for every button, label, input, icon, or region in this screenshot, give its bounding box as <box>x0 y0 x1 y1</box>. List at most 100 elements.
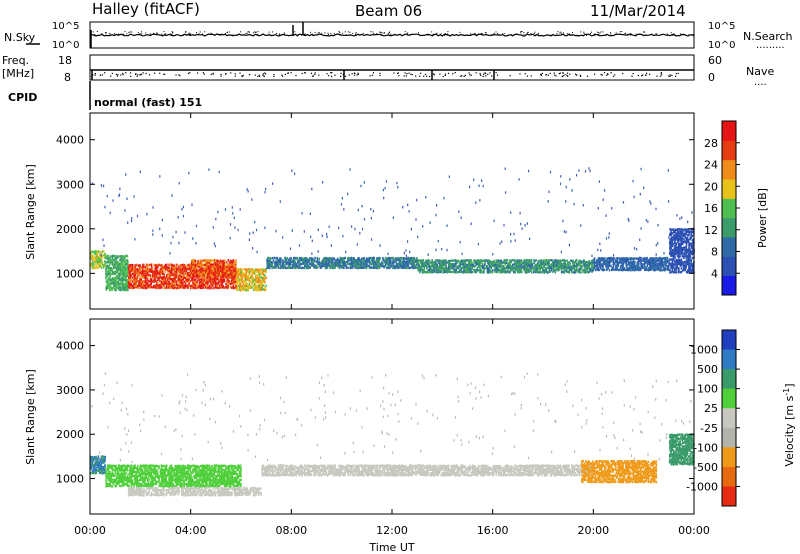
heatmap-cell <box>652 259 655 262</box>
heatmap-cell <box>167 269 169 272</box>
heatmap-cell <box>443 263 446 266</box>
nave-point <box>562 72 564 74</box>
heatmap-cell <box>218 286 221 290</box>
nsearch-point <box>497 34 499 36</box>
heatmap-scatter <box>685 241 687 245</box>
heatmap-cell <box>552 263 554 266</box>
heatmap-cell <box>339 261 341 264</box>
heatmap-cell <box>124 257 126 260</box>
nsearch-point <box>427 34 429 36</box>
heatmap-cell <box>173 276 176 279</box>
heatmap-cell <box>124 268 127 271</box>
heatmap-cell <box>153 286 155 289</box>
heatmap-cell <box>154 286 157 289</box>
heatmap-cell <box>214 282 217 285</box>
heatmap-cell <box>373 262 375 265</box>
nsearch-point <box>248 31 250 33</box>
heatmap-cell <box>96 260 99 264</box>
heatmap-cell <box>133 274 135 277</box>
heatmap-cell <box>368 257 370 260</box>
heatmap-cell <box>621 263 623 266</box>
heatmap-cell <box>260 286 262 289</box>
heatmap-cell <box>276 260 279 263</box>
heatmap-cell <box>99 465 101 468</box>
heatmap-scatter <box>103 244 105 247</box>
heatmap-cell <box>683 252 685 255</box>
heatmap-scatter <box>91 182 93 185</box>
heatmap-scatter <box>588 167 590 170</box>
heatmap-cell <box>140 477 143 480</box>
heatmap-cell <box>281 259 284 262</box>
heatmap-cell <box>660 263 662 266</box>
nave-point <box>642 74 644 76</box>
heatmap-scatter <box>233 216 235 220</box>
heatmap-cell <box>445 267 447 270</box>
freq-panel-frame <box>89 54 695 81</box>
heatmap-cell <box>202 259 204 263</box>
heatmap-scatter <box>565 230 567 234</box>
heatmap-scatter <box>576 174 578 177</box>
heatmap-cell <box>496 263 499 267</box>
heatmap-cell <box>674 245 676 248</box>
heatmap-cell <box>233 278 236 281</box>
heatmap-cell <box>264 274 266 277</box>
heatmap-cell <box>427 265 430 268</box>
heatmap-cell <box>690 259 693 262</box>
heatmap-cell <box>267 264 270 268</box>
heatmap-cell <box>555 267 558 270</box>
heatmap-cell <box>530 268 533 272</box>
nave-point <box>371 74 373 76</box>
heatmap-cell <box>565 269 568 272</box>
heatmap-cell <box>110 464 113 467</box>
nave-point <box>398 75 400 77</box>
heatmap-cell <box>521 261 524 265</box>
heatmap-scatter <box>560 175 562 178</box>
heatmap-cell <box>443 270 446 274</box>
heatmap-cell <box>518 271 520 274</box>
heatmap-cell <box>537 267 539 270</box>
heatmap-cell <box>125 278 128 282</box>
heatmap-cell <box>261 270 264 274</box>
heatmap-cell <box>627 267 630 270</box>
y-tick-label: 4000 <box>56 134 84 147</box>
heatmap-cell <box>239 288 241 292</box>
heatmap-cell <box>689 270 691 274</box>
heatmap-cell <box>212 259 214 262</box>
heatmap-cell <box>330 261 333 264</box>
heatmap-cell <box>298 266 300 270</box>
heatmap-cell <box>184 278 187 281</box>
heatmap-cell <box>685 248 688 252</box>
heatmap-cell <box>228 275 231 278</box>
heatmap-cell <box>174 268 177 271</box>
heatmap-cell <box>295 264 297 267</box>
heatmap-cell <box>96 258 98 261</box>
heatmap-cell <box>671 254 674 257</box>
nave-point <box>460 75 462 77</box>
heatmap-cell <box>112 282 114 285</box>
heatmap-cell <box>668 262 671 266</box>
heatmap-cell <box>227 267 229 270</box>
heatmap-cell <box>659 258 661 262</box>
heatmap-cell <box>376 259 379 262</box>
heatmap-cell <box>109 480 111 483</box>
heatmap-cell <box>106 286 109 290</box>
heatmap-cell <box>196 280 198 283</box>
heatmap-cell <box>338 259 341 262</box>
heatmap-cell <box>324 260 327 264</box>
heatmap-cell <box>687 269 689 272</box>
heatmap-cell <box>322 262 325 266</box>
heatmap-cell <box>145 472 147 476</box>
y-tick-label: 2000 <box>56 223 84 236</box>
heatmap-cell <box>348 262 350 266</box>
heatmap-cell <box>235 284 237 287</box>
heatmap-cell <box>120 262 123 266</box>
heatmap-cell <box>582 259 585 262</box>
heatmap-cell <box>108 272 110 276</box>
heatmap-cell <box>125 276 127 279</box>
heatmap-cell <box>680 232 683 236</box>
nsearch-point <box>447 31 449 33</box>
heatmap-cell <box>129 272 132 275</box>
heatmap-cell <box>372 262 374 266</box>
nave-point <box>284 73 287 76</box>
heatmap-cell <box>350 266 353 269</box>
